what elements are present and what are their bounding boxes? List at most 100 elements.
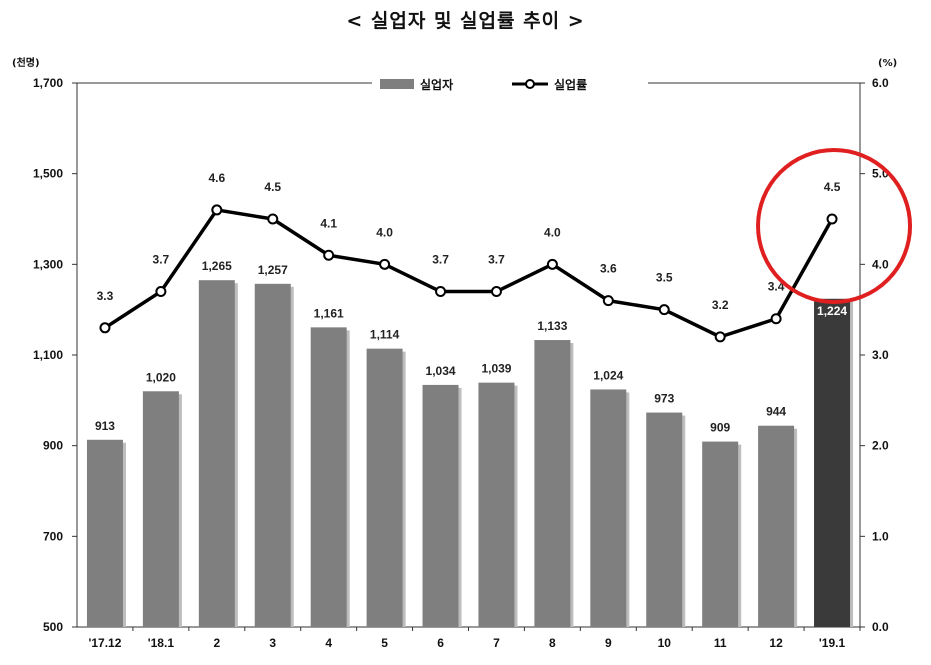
bar-value-label: 913 [95,419,115,433]
line-value-label: 3.6 [600,262,617,276]
bar [142,391,179,627]
data-labels: 913 1,020 1,265 1,257 1,161 1,114 1,034 1,039 1,… [95,171,847,435]
legend-background [372,74,648,94]
x-tick-label: '17.12 [89,636,122,650]
line-value-label: 4.5 [264,180,281,194]
line-value-label: 3.3 [97,289,114,303]
bar-value-label: 944 [766,405,786,419]
line-value-label: 3.7 [153,253,170,267]
y-right-tick-label: 2.0 [872,439,889,453]
y-right-unit: (%) [878,58,897,69]
bar [198,280,235,627]
bar [702,441,739,627]
bar-value-label: 1,257 [258,263,288,277]
bar-series [86,280,854,627]
bar [646,412,683,627]
line-value-label: 3.2 [712,298,729,312]
line-value-label: 4.0 [376,225,393,239]
line-point [211,204,223,216]
bar [366,348,403,627]
bar-value-label: 1,161 [314,306,344,320]
x-tick-label: '19.1 [819,636,846,650]
x-tick-label: 6 [437,636,444,650]
legend-line-marker [525,79,535,89]
line-value-label: 4.0 [544,225,561,239]
x-tick-label: 2 [213,636,220,650]
y-left-tick-label: 900 [43,439,63,453]
line-point [379,258,391,270]
x-tick-label: 9 [605,636,612,650]
bar-value-label: 909 [710,421,730,435]
line-value-label: 3.7 [488,253,505,267]
line-value-label: 3.7 [432,253,449,267]
chart-title: < 실업자 및 실업률 추이 > [346,10,585,32]
y-right-tick-label: 0.0 [872,620,889,634]
y-left-tick-label: 1,100 [33,348,63,362]
line-point [770,313,782,325]
line-value-label: 4.5 [824,180,841,194]
legend-bar-swatch [380,79,414,89]
line-value-label: 3.5 [656,271,673,285]
line-point [658,304,670,316]
line-point [826,213,838,225]
x-tick-label: '18.1 [148,636,175,650]
x-tick-label: 5 [381,636,388,650]
y-left-tick-label: 1,300 [33,257,63,271]
bar-value-label: 1,020 [146,370,176,384]
line-point [490,286,502,298]
x-tick-label: 12 [769,636,783,650]
y-right-tick-label: 3.0 [872,348,889,362]
bar-value-label: 1,133 [537,319,567,333]
y-left-tick-label: 500 [43,620,63,634]
line-point [602,295,614,307]
line-path [104,208,834,339]
line-value-label: 4.6 [208,171,225,185]
bar-value-label: 1,034 [426,364,456,378]
legend-line-label: 실업률 [554,77,587,92]
y-right-tick-label: 4.0 [872,257,889,271]
line-point [546,258,558,270]
line-series [99,204,838,343]
bar [254,283,291,627]
line-point [267,213,279,225]
line-point [323,249,335,261]
bar [478,382,515,627]
y-left-tick-label: 1,700 [33,76,63,90]
bar-value-label: 1,265 [202,259,232,273]
y-left-tick-label: 700 [43,529,63,543]
highlight-circle [756,148,913,304]
bar-value-label: 1,039 [481,362,511,376]
x-tick-label: 3 [269,636,276,650]
plot-frame [76,82,861,628]
bar [590,389,627,627]
bar [814,298,851,627]
annotation [756,148,913,304]
bar-value-label: 1,024 [593,368,623,382]
bar [534,340,571,627]
bar [86,439,123,627]
line-point [155,286,167,298]
y-left-unit: (천명) [12,56,40,69]
line-point [99,322,111,334]
bar [310,327,347,627]
bar-value-label: 1,224 [817,304,847,318]
y-left-tick-label: 1,500 [33,167,63,181]
y-right-tick-label: 6.0 [872,76,889,90]
line-point [435,286,447,298]
bar-value-label: 973 [654,392,674,406]
y-right-tick-label: 1.0 [872,529,889,543]
axes: 500 700 900 1,100 1,300 1,500 1,700 0.0 1.0 2.0 3.… [12,56,897,650]
x-tick-label: 7 [493,636,500,650]
line-value-label: 3.4 [768,280,785,294]
bar-value-label: 1,114 [370,328,400,342]
x-tick-label: 8 [549,636,556,650]
legend-bar-label: 실업자 [420,77,453,92]
line-value-label: 4.1 [320,216,337,230]
x-tick-label: 4 [325,636,332,650]
bar [422,384,459,627]
bar [758,425,795,627]
x-tick-label: 10 [658,636,672,650]
line-point [714,331,726,343]
legend: 실업자 실업률 [372,74,648,94]
